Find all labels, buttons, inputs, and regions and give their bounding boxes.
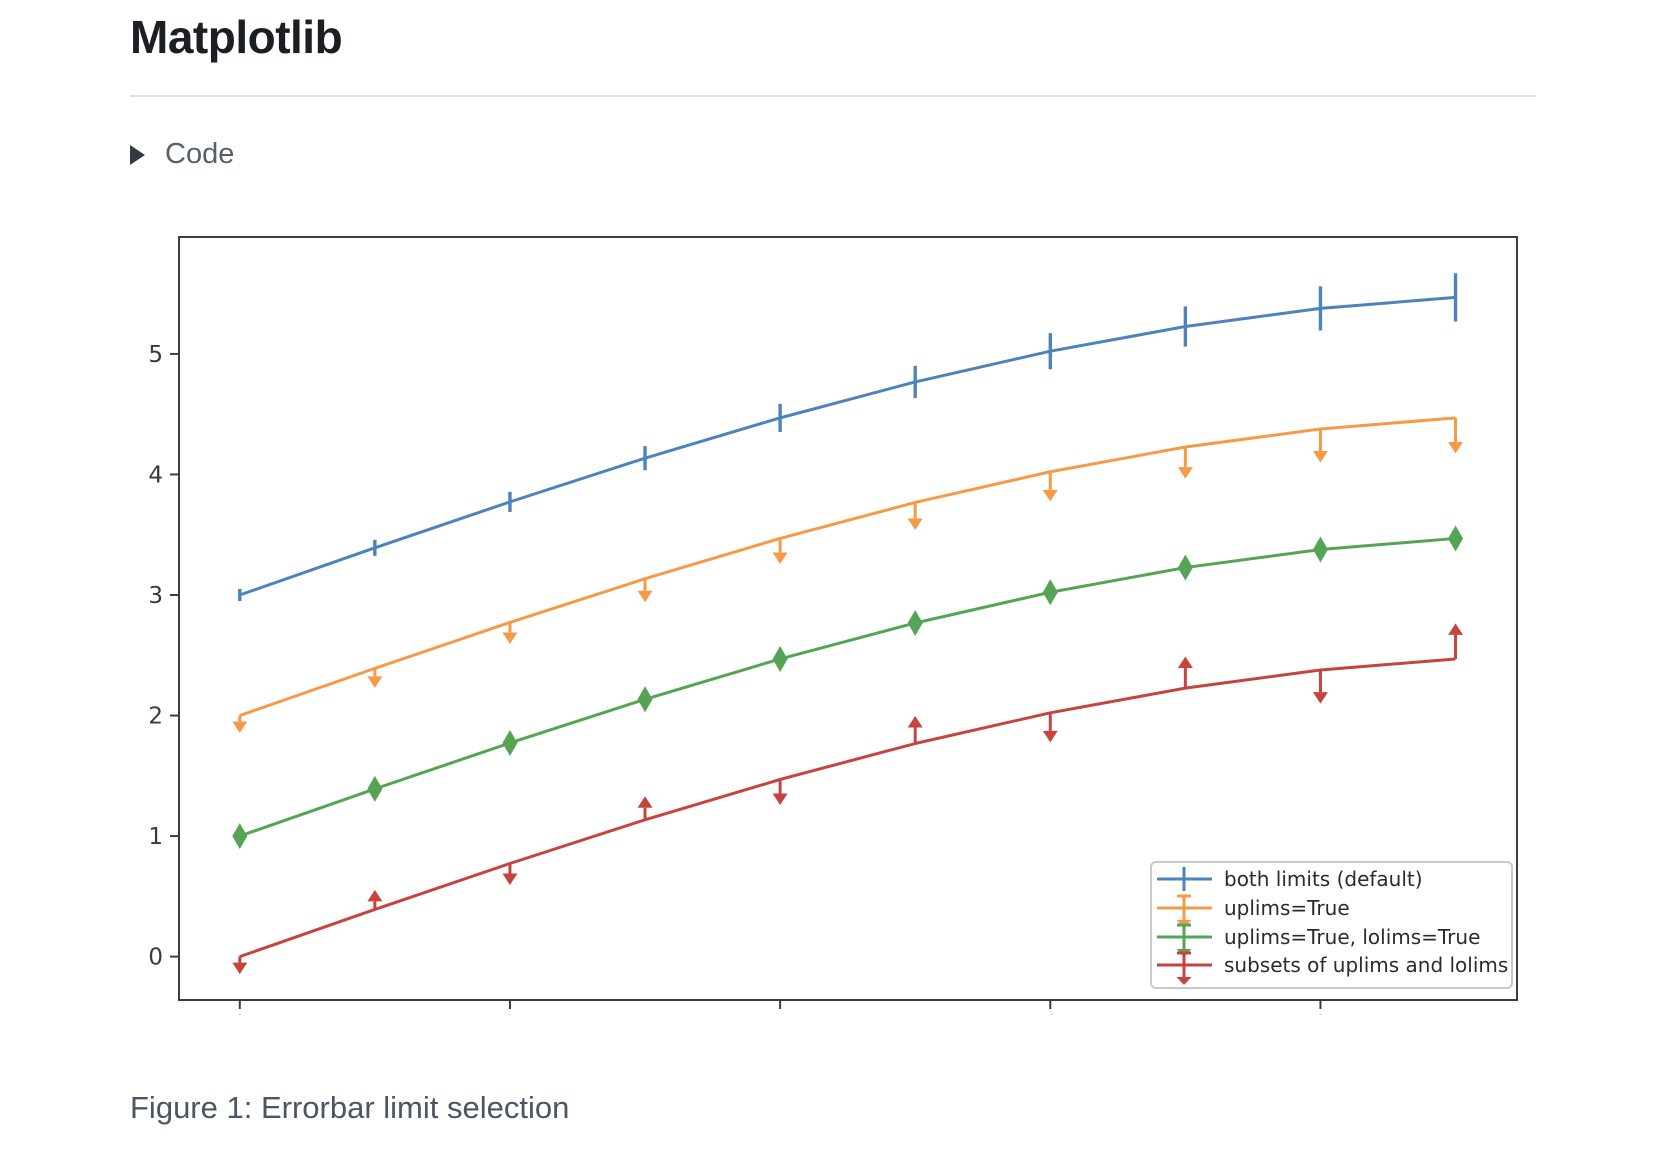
- x-tick-label: 6: [1043, 1012, 1058, 1015]
- limit-diamond-marker: [772, 645, 788, 672]
- down-caret-marker: [1312, 692, 1328, 704]
- series-line-uplims+lolims: [239, 536, 1456, 838]
- y-tick-label: 2: [148, 704, 163, 730]
- legend-box: [1150, 861, 1513, 989]
- limit-diamond-marker: [502, 729, 518, 756]
- up-caret-marker: [367, 889, 383, 902]
- page-title: Matplotlib: [130, 11, 343, 63]
- x-tick-label: 8: [1313, 1012, 1328, 1015]
- limit-diamond-marker: [367, 775, 383, 802]
- up-caret-marker: [1448, 623, 1464, 635]
- plot-border: [178, 236, 1518, 1001]
- limit-diamond-marker: [637, 686, 653, 713]
- disclosure-triangle-icon: [130, 144, 145, 165]
- chart-svg: 0 2 4 6 8 0 1 2 3 4 5 both limits (default) uplims=T…: [148, 236, 1518, 1038]
- down-caret-marker: [772, 793, 788, 806]
- figure: 0 2 4 6 8 0 1 2 3 4 5 both limits (default) uplims=T…: [130, 215, 1550, 1038]
- y-tick-label: 5: [148, 342, 163, 368]
- series-line-uplims: [239, 416, 1456, 717]
- legend-label: subsets of uplims and lolims: [1224, 953, 1508, 977]
- y-tick-label: 4: [148, 462, 163, 488]
- x-tick-label: 4: [773, 1012, 788, 1015]
- limit-diamond-marker: [1448, 525, 1464, 552]
- up-caret-marker: [637, 796, 653, 808]
- legend-label: uplims=True, lolims=True: [1224, 925, 1480, 949]
- down-caret-marker: [1177, 467, 1193, 479]
- series-line-none: [239, 295, 1456, 597]
- down-caret-marker: [1312, 451, 1328, 463]
- down-caret-marker: [907, 518, 923, 531]
- x-tick-label: 2: [503, 1012, 518, 1015]
- down-caret-marker: [232, 962, 248, 975]
- code-toggle-label: Code: [165, 138, 235, 170]
- up-caret-marker: [1177, 656, 1193, 669]
- down-caret-marker: [367, 676, 383, 688]
- up-caret-marker: [907, 715, 923, 728]
- legend-key-caret: [1176, 977, 1192, 985]
- limit-diamond-marker: [1042, 579, 1058, 606]
- x-tick-label: 0: [232, 1012, 247, 1015]
- series-line-subsets: [239, 657, 1456, 959]
- down-caret-marker: [637, 590, 653, 603]
- limit-diamond-marker: [232, 823, 248, 850]
- down-caret-marker: [1448, 442, 1464, 454]
- y-tick-label: 0: [148, 945, 163, 971]
- limit-diamond-marker: [1312, 536, 1328, 563]
- down-caret-marker: [232, 721, 248, 734]
- limit-diamond-marker: [1177, 554, 1193, 581]
- down-caret-marker: [502, 873, 518, 886]
- legend-label: both limits (default): [1224, 867, 1423, 891]
- legend-label: uplims=True: [1224, 896, 1350, 920]
- code-disclosure-toggle[interactable]: Code: [130, 138, 234, 171]
- down-caret-marker: [1042, 489, 1058, 502]
- down-caret-marker: [772, 552, 788, 564]
- limit-diamond-marker: [907, 609, 923, 636]
- down-caret-marker: [1042, 730, 1058, 743]
- down-caret-marker: [502, 632, 518, 644]
- y-tick-label: 1: [148, 824, 163, 850]
- figure-caption: Figure 1: Errorbar limit selection: [130, 1090, 570, 1125]
- divider: [130, 95, 1536, 97]
- y-tick-label: 3: [148, 583, 163, 609]
